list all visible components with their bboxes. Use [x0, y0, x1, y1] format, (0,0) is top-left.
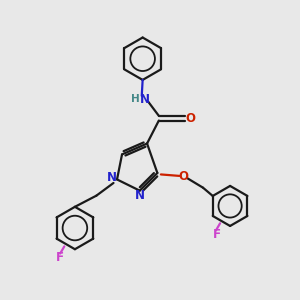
Text: N: N	[140, 93, 150, 106]
Text: O: O	[178, 170, 188, 183]
Text: O: O	[186, 112, 196, 125]
Text: F: F	[56, 251, 64, 264]
Text: F: F	[212, 228, 220, 241]
Text: H: H	[131, 94, 140, 104]
Text: N: N	[107, 171, 117, 184]
Text: N: N	[135, 189, 145, 203]
